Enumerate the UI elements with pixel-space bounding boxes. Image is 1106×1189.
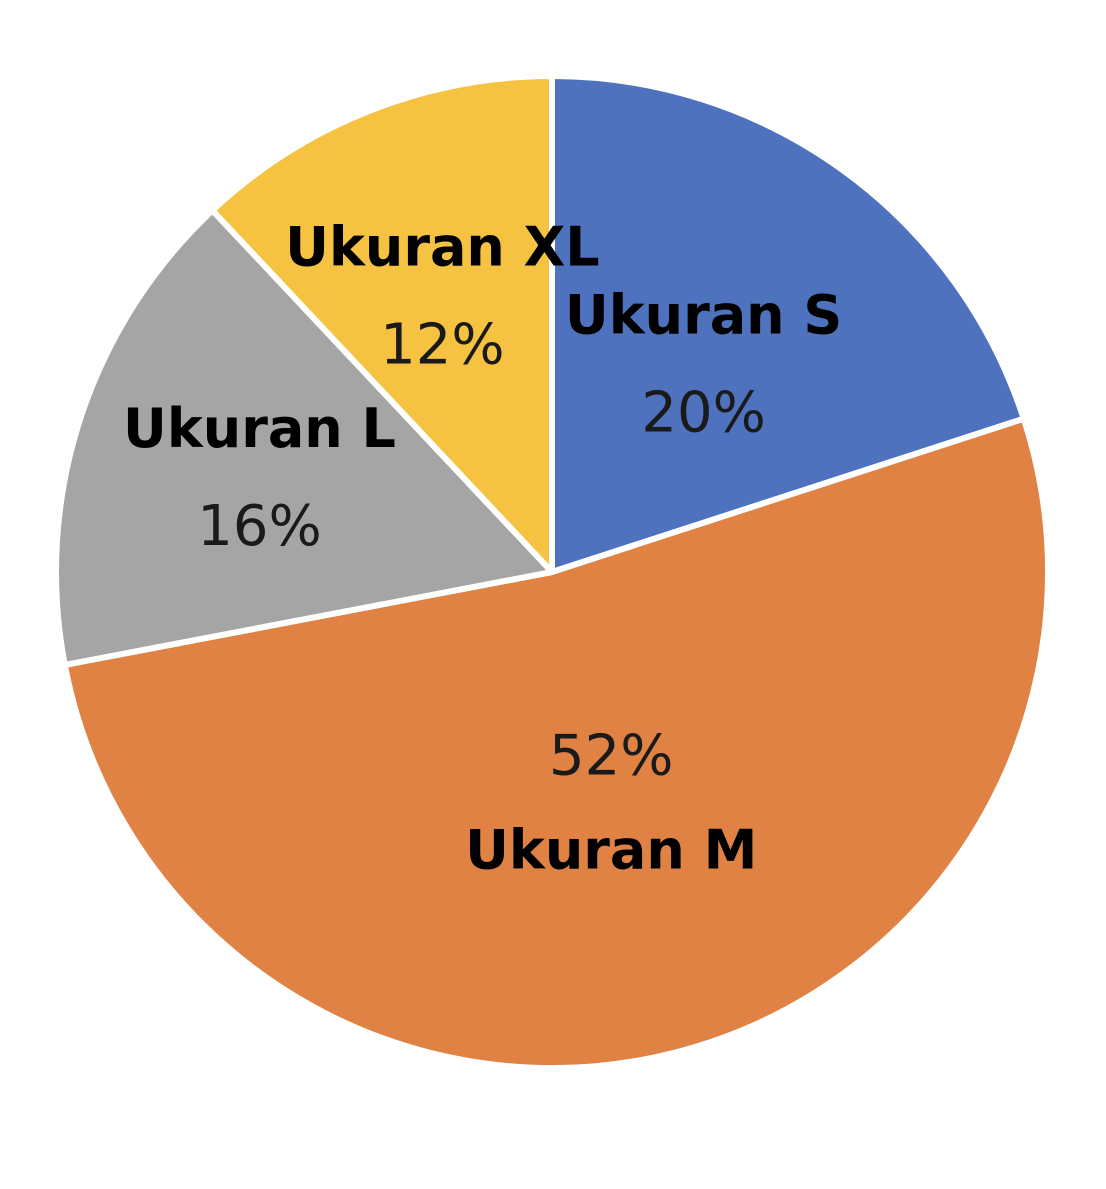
pie-label-ukuran-s: Ukuran S	[565, 283, 842, 346]
pie-value-ukuran-xl: 12%	[380, 312, 504, 377]
pie-slices	[53, 73, 1051, 1072]
pie-label-ukuran-xl: Ukuran XL	[285, 215, 600, 278]
pie-value-ukuran-l: 16%	[197, 494, 321, 559]
pie-slice-ukuran-s	[549, 73, 1027, 575]
pie-slice-ukuran-m	[61, 415, 1051, 1072]
pie-label-ukuran-m: Ukuran M	[465, 819, 757, 882]
pie-label-ukuran-l: Ukuran L	[123, 397, 396, 460]
pie-slice-ukuran-l	[53, 207, 555, 668]
pie-labels: Ukuran S 20% Ukuran M 52% Ukuran L 16% Ukuran …	[123, 215, 842, 881]
pie-slice-ukuran-xl	[209, 73, 555, 575]
pie-value-ukuran-s: 20%	[641, 380, 765, 445]
pie-value-ukuran-m: 52%	[549, 724, 673, 789]
